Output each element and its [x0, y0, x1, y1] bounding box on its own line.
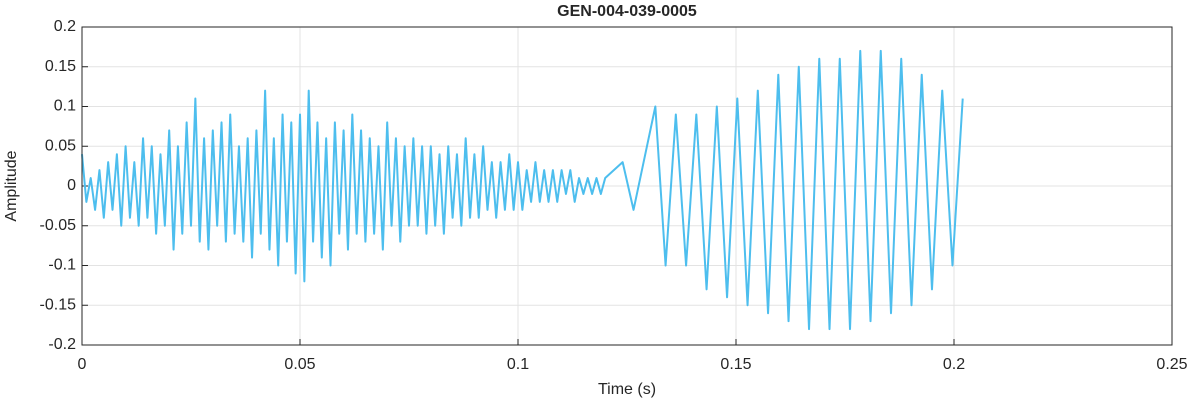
chart-title: GEN-004-039-0005	[557, 3, 697, 20]
y-tick-label: 0	[67, 177, 76, 194]
x-tick-label: 0.15	[720, 356, 751, 373]
y-tick-label: 0.1	[54, 98, 76, 115]
y-tick-label: 0.05	[45, 137, 76, 154]
y-tick-label: 0.2	[54, 18, 76, 35]
x-tick-label: 0.05	[284, 356, 315, 373]
y-tick-label: -0.1	[48, 257, 76, 274]
y-tick-label: -0.2	[48, 336, 76, 353]
y-tick-label: 0.15	[45, 58, 76, 75]
x-tick-label: 0.2	[943, 356, 965, 373]
plot-frame	[81, 26, 1173, 346]
x-tick-label: 0.25	[1156, 356, 1187, 373]
y-axis-label: Amplitude	[3, 150, 20, 221]
waveform-line	[81, 49, 964, 331]
y-tick-label: -0.05	[40, 217, 77, 234]
x-axis-label: Time (s)	[598, 381, 656, 398]
y-tick-label: -0.15	[40, 296, 77, 313]
x-tick-label: 0.1	[507, 356, 529, 373]
x-tick-label: 0	[78, 356, 87, 373]
